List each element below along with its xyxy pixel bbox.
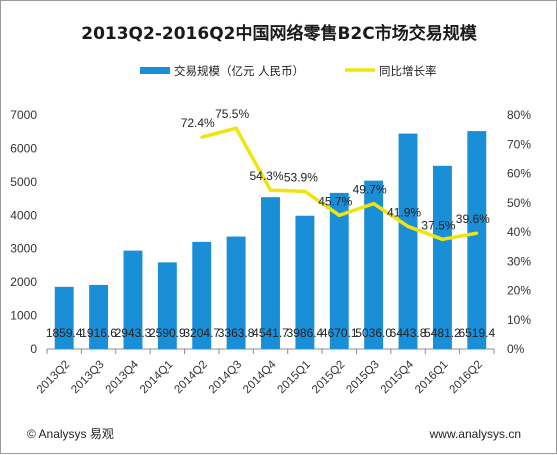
x-tick-label: 2014Q1 <box>138 359 175 396</box>
x-tick-label: 2013Q2 <box>35 359 72 396</box>
legend-label-line: 同比增长率 <box>379 64 437 78</box>
y-right-tick-label: 0% <box>507 342 525 356</box>
x-tick-label: 2015Q2 <box>310 359 347 396</box>
bar <box>226 236 246 349</box>
legend-swatch-bar <box>140 67 170 74</box>
bar <box>467 131 487 349</box>
line-point <box>337 213 341 217</box>
x-tick-label: 2013Q3 <box>69 359 106 396</box>
bar-value-label: 1916.6 <box>80 326 117 340</box>
y-right-tick-label: 20% <box>507 284 531 298</box>
bar-value-label: 3986.4 <box>287 326 324 340</box>
line-point <box>200 135 204 139</box>
bar <box>398 133 418 349</box>
bar-value-label: 5481.2 <box>424 326 461 340</box>
bar-value-label: 3204.7 <box>183 326 220 340</box>
bar <box>123 250 143 349</box>
growth-value-label: 41.9% <box>387 205 421 219</box>
y-right-tick-label: 30% <box>507 254 531 268</box>
y-right-tick-label: 60% <box>507 167 531 181</box>
bar-value-label: 4670.1 <box>321 326 358 340</box>
y-left-tick-label: 0 <box>30 342 37 356</box>
growth-value-label: 53.9% <box>284 170 318 184</box>
x-tick-label: 2015Q1 <box>276 359 313 396</box>
x-tick-label: 2016Q2 <box>447 359 484 396</box>
footer-website: www.analysys.cn <box>429 427 521 441</box>
line-point <box>269 188 272 192</box>
y-right-tick-label: 50% <box>507 196 531 210</box>
bar <box>432 165 452 349</box>
footer-copyright: © Analysys 易观 <box>27 427 114 441</box>
growth-value-label: 72.4% <box>181 116 215 130</box>
y-left-tick-label: 2000 <box>10 275 37 289</box>
legend: 交易规模（亿元 人民币） 同比增长率 <box>140 64 437 78</box>
legend-label-bar: 交易规模（亿元 人民币） <box>174 64 304 78</box>
x-tick-label: 2015Q3 <box>344 359 381 396</box>
chart-title: 2013Q2-2016Q2中国网络零售B2C市场交易规模 <box>81 23 478 44</box>
line-point <box>406 224 410 228</box>
bar-value-label: 6443.8 <box>390 326 427 340</box>
data-labels: 1859.41916.62943.32590.93204.73363.84541… <box>46 107 496 340</box>
y-left-tick-label: 7000 <box>10 108 37 122</box>
line-point <box>440 237 444 241</box>
x-tick-label: 2013Q4 <box>104 358 142 396</box>
line-series <box>200 126 479 242</box>
y-right-tick-label: 10% <box>507 313 531 327</box>
bar <box>364 180 384 349</box>
y-left-tick-label: 3000 <box>10 242 37 256</box>
y-left-tick-label: 6000 <box>10 141 37 155</box>
y-right-tick-label: 70% <box>507 137 531 151</box>
bar-value-label: 6519.4 <box>458 326 495 340</box>
growth-value-label: 39.6% <box>456 212 490 226</box>
y-right-tick-label: 40% <box>507 225 531 239</box>
bar-value-label: 5036.0 <box>355 326 392 340</box>
bar-value-label: 3363.8 <box>218 326 255 340</box>
growth-value-label: 54.3% <box>249 169 283 183</box>
y-right-tick-label: 80% <box>507 108 531 122</box>
bar <box>157 262 177 349</box>
x-tick-label: 2014Q4 <box>241 358 279 396</box>
bar-series <box>54 131 487 349</box>
y-left-tick-label: 1000 <box>10 309 37 323</box>
line-point <box>372 202 376 206</box>
growth-value-label: 37.5% <box>421 218 455 232</box>
bar <box>192 241 212 349</box>
bar-value-label: 2590.9 <box>149 326 186 340</box>
growth-value-label: 75.5% <box>215 107 249 121</box>
x-tick-label: 2015Q4 <box>379 358 417 396</box>
x-tick-label: 2014Q3 <box>207 359 244 396</box>
bar-value-label: 2943.3 <box>115 326 152 340</box>
line-point <box>303 189 307 193</box>
bar-value-label: 1859.4 <box>46 326 83 340</box>
bar-value-label: 4541.7 <box>252 326 289 340</box>
growth-value-label: 49.7% <box>353 183 387 197</box>
bar <box>261 197 280 349</box>
x-tick-label: 2016Q1 <box>413 359 450 396</box>
line-point <box>475 231 479 235</box>
bar <box>89 284 109 349</box>
bar <box>54 286 74 349</box>
y-left-tick-label: 5000 <box>10 175 37 189</box>
line-point <box>234 126 238 130</box>
x-tick-label: 2014Q2 <box>172 359 209 396</box>
y-left-tick-label: 4000 <box>10 208 37 222</box>
bar <box>329 192 349 349</box>
bar <box>295 215 315 349</box>
growth-value-label: 45.7% <box>318 194 352 208</box>
